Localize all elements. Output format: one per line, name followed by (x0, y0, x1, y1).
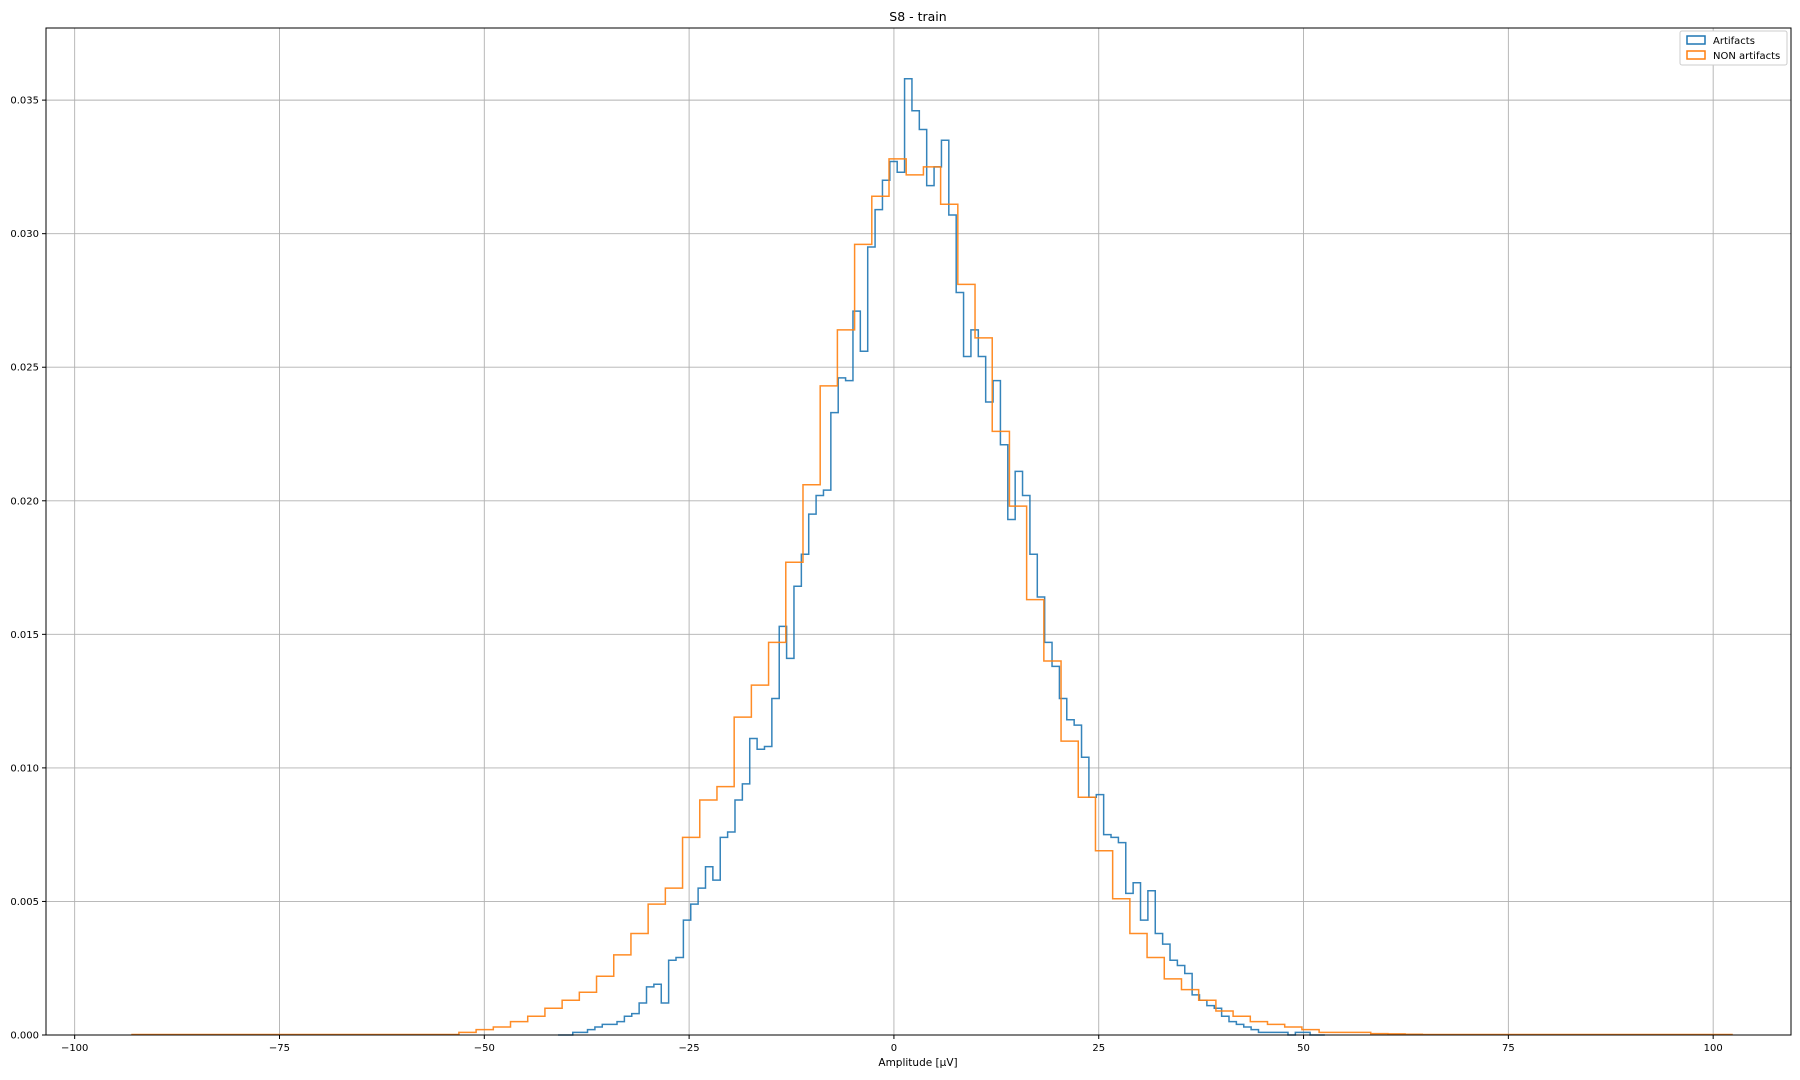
y-tick-label: 0.010 (10, 763, 39, 774)
plot-frame (45, 27, 1792, 1036)
legend-swatch-non-artifacts (1686, 50, 1706, 60)
x-tick-label: 75 (1502, 1043, 1515, 1054)
x-tick-label: −50 (474, 1043, 495, 1054)
axis-ticks: −100 −75 −50 −25 0 25 50 75 100 0.000 0.005 0.010 0.… (10, 96, 1722, 1054)
series-layer (131, 78, 1733, 1036)
x-tick-label: −100 (61, 1043, 88, 1054)
y-tick-label: 0.025 (10, 363, 39, 374)
grid-lines (46, 28, 1791, 1036)
histogram-step-non-artifacts (131, 158, 1733, 1036)
y-tick-label: 0.015 (10, 630, 39, 641)
y-tick-label: 0.020 (10, 496, 39, 507)
legend-box (1679, 30, 1788, 66)
x-tick-label: −25 (679, 1043, 700, 1054)
y-tick-label: 0.030 (10, 229, 39, 240)
histogram-step-artifacts (558, 78, 1325, 1036)
x-tick-label: 50 (1297, 1043, 1310, 1054)
legend: Artifacts NON artifacts (1679, 30, 1788, 66)
x-tick-label: 100 (1704, 1043, 1723, 1054)
legend-label-non-artifacts: NON artifacts (1713, 51, 1780, 62)
chart-title: S8 - train (889, 9, 946, 24)
x-tick-label: 0 (891, 1043, 897, 1054)
x-axis-label: Amplitude [μV] (878, 1057, 957, 1069)
y-tick-label: 0.035 (10, 96, 39, 107)
y-tick-label: 0.005 (10, 897, 39, 908)
x-tick-label: 25 (1092, 1043, 1105, 1054)
legend-label-artifacts: Artifacts (1713, 36, 1755, 47)
x-tick-label: −75 (269, 1043, 290, 1054)
y-tick-label: 0.000 (10, 1031, 39, 1042)
legend-swatch-artifacts (1686, 35, 1706, 45)
